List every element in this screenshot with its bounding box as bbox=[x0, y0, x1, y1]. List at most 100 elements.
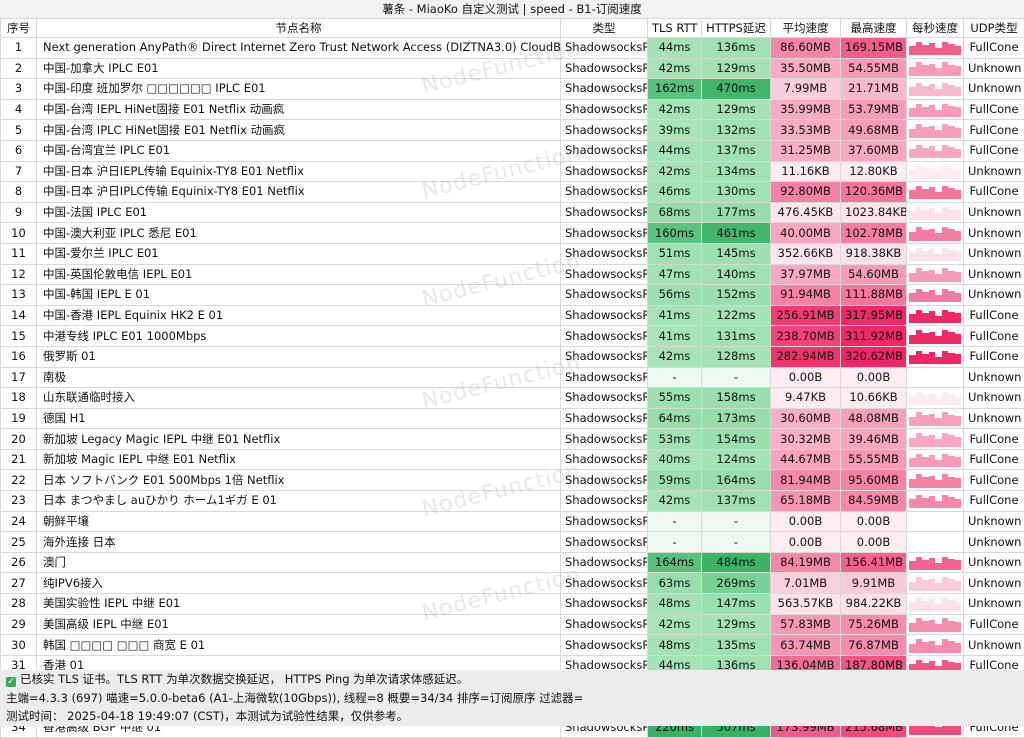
cell: 55ms bbox=[648, 388, 702, 409]
cell: 海外连接 日本 bbox=[37, 532, 561, 553]
speed-sparkline bbox=[907, 38, 964, 59]
cell: 46ms bbox=[648, 182, 702, 203]
cell: ShadowsocksR bbox=[561, 449, 648, 470]
cell: 111.88MB bbox=[841, 285, 907, 306]
cell: 177ms bbox=[702, 202, 771, 223]
cell: 35.99MB bbox=[771, 99, 841, 120]
cell: 48ms bbox=[648, 635, 702, 656]
cell: ShadowsocksR bbox=[561, 182, 648, 203]
cell: Unknown bbox=[964, 285, 1024, 306]
cell: 135ms bbox=[702, 635, 771, 656]
cell: FullCone bbox=[964, 140, 1024, 161]
cell: 33.53MB bbox=[771, 120, 841, 141]
cell: 44.67MB bbox=[771, 449, 841, 470]
cell: 35.50MB bbox=[771, 58, 841, 79]
cell: 37.60MB bbox=[841, 140, 907, 161]
cell: ShadowsocksR bbox=[561, 120, 648, 141]
speed-sparkline bbox=[907, 491, 964, 512]
sparkline-bar bbox=[955, 437, 962, 447]
cell: ShadowsocksR bbox=[561, 470, 648, 491]
cell: 164ms bbox=[702, 470, 771, 491]
cell: 中国-韩国 IEPL E 01 bbox=[37, 285, 561, 306]
speed-sparkline bbox=[907, 552, 964, 573]
sparkline-bars bbox=[909, 61, 961, 76]
cell: 160ms bbox=[648, 223, 702, 244]
column-header: 类型 bbox=[561, 19, 648, 38]
speed-sparkline bbox=[907, 161, 964, 182]
cell: 德国 H1 bbox=[37, 408, 561, 429]
cell: 21 bbox=[1, 449, 37, 470]
cell: ShadowsocksR bbox=[561, 532, 648, 553]
cell: 55.55MB bbox=[841, 449, 907, 470]
cell: Unknown bbox=[964, 202, 1024, 223]
cell: 173ms bbox=[702, 408, 771, 429]
cell: 31.25MB bbox=[771, 140, 841, 161]
column-header: 序号 bbox=[1, 19, 37, 38]
speed-sparkline bbox=[907, 58, 964, 79]
cell: 137ms bbox=[702, 140, 771, 161]
cell: 10 bbox=[1, 223, 37, 244]
cell: 澳门 bbox=[37, 552, 561, 573]
sparkline-bars bbox=[909, 432, 961, 447]
cell: 18 bbox=[1, 388, 37, 409]
cell: FullCone bbox=[964, 429, 1024, 450]
cell: 11 bbox=[1, 243, 37, 264]
cell: 南极 bbox=[37, 367, 561, 388]
sparkline-bars bbox=[909, 411, 961, 426]
cell: Unknown bbox=[964, 511, 1024, 532]
sparkline-bars bbox=[909, 164, 961, 179]
cell: 47ms bbox=[648, 264, 702, 285]
cell: 7 bbox=[1, 161, 37, 182]
cell: 中国-澳大利亚 IPLC 悉尼 E01 bbox=[37, 223, 561, 244]
cell: 朝鲜平壤 bbox=[37, 511, 561, 532]
speed-sparkline bbox=[907, 326, 964, 347]
cell: 21.71MB bbox=[841, 79, 907, 100]
speed-sparkline bbox=[907, 182, 964, 203]
cell: 26 bbox=[1, 552, 37, 573]
sparkline-bars bbox=[909, 617, 961, 632]
cell: 3 bbox=[1, 79, 37, 100]
cell: 1023.84KB bbox=[841, 202, 907, 223]
cell: FullCone bbox=[964, 491, 1024, 512]
speed-sparkline bbox=[907, 305, 964, 326]
footer: ✓已核实 TLS 证书。TLS RTT 为单次数据交换延迟， HTTPS Pin… bbox=[0, 670, 1024, 726]
cell: 137ms bbox=[702, 491, 771, 512]
speed-sparkline bbox=[907, 470, 964, 491]
sparkline-bars bbox=[909, 81, 961, 96]
cell: - bbox=[702, 367, 771, 388]
cell: ShadowsocksR bbox=[561, 635, 648, 656]
cell: 9.91MB bbox=[841, 573, 907, 594]
cell: Unknown bbox=[964, 408, 1024, 429]
cell: 918.38KB bbox=[841, 243, 907, 264]
cell: ShadowsocksR bbox=[561, 161, 648, 182]
check-icon: ✓ bbox=[6, 677, 16, 687]
cell: 56ms bbox=[648, 285, 702, 306]
cell: 54.55MB bbox=[841, 58, 907, 79]
cell: 中国-台湾 IEPL HiNet固接 E01 Netflix 动画疯 bbox=[37, 99, 561, 120]
cell: 中国-台湾宜兰 IPLC E01 bbox=[37, 140, 561, 161]
column-header: 节点名称 bbox=[37, 19, 561, 38]
sparkline-bars bbox=[909, 638, 961, 653]
cell: 122ms bbox=[702, 305, 771, 326]
cell: 320.62MB bbox=[841, 346, 907, 367]
cell: 14 bbox=[1, 305, 37, 326]
cell: FullCone bbox=[964, 38, 1024, 59]
speed-sparkline bbox=[907, 99, 964, 120]
cell: Unknown bbox=[964, 161, 1024, 182]
sparkline-bar bbox=[955, 149, 962, 159]
speed-sparkline bbox=[907, 346, 964, 367]
column-header: 最高速度 bbox=[841, 19, 907, 38]
cell: 30 bbox=[1, 635, 37, 656]
cell: 中国-日本 沪日IEPL传输 Equinix-TY8 E01 Netflix bbox=[37, 161, 561, 182]
cell: 42ms bbox=[648, 491, 702, 512]
